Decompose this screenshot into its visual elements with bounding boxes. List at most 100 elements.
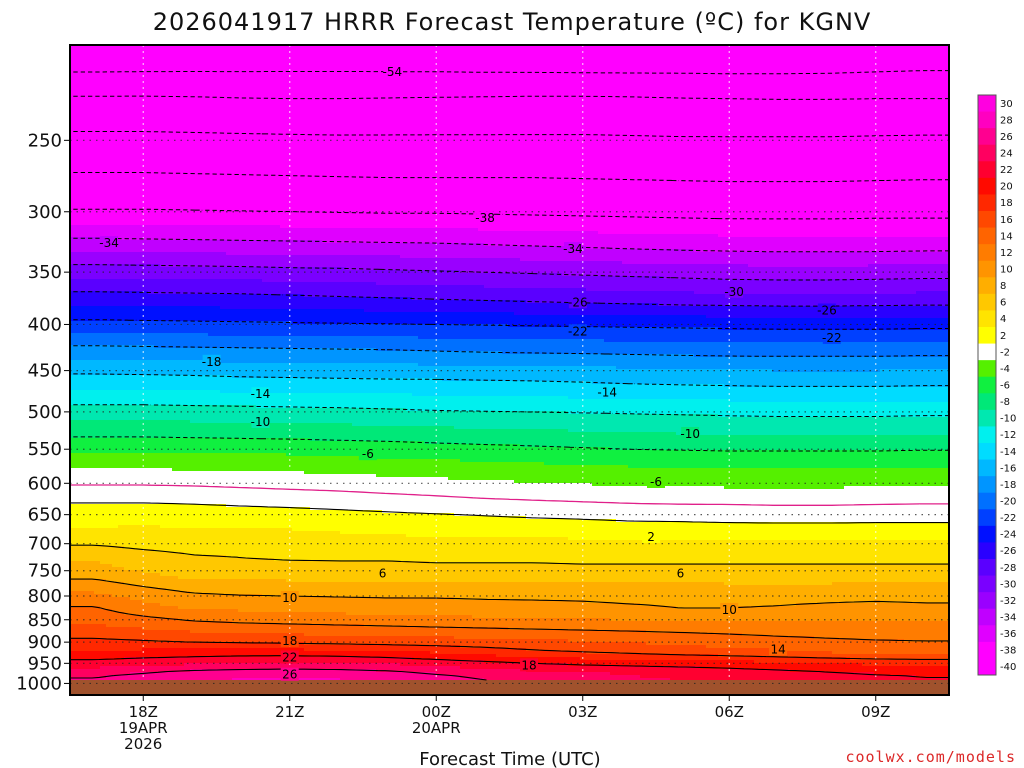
field-cell: [100, 414, 107, 418]
field-cell: [118, 537, 125, 541]
field-cell: [130, 438, 137, 442]
field-cell: [76, 597, 83, 601]
field-cell: [76, 450, 83, 454]
field-cell: [82, 672, 89, 676]
field-cell: [130, 606, 137, 610]
field-cell: [82, 675, 89, 679]
field-cell: [136, 228, 143, 232]
field-cell: [82, 294, 89, 298]
field-cell: [82, 162, 89, 166]
field-cell: [94, 273, 101, 277]
field-cell: [88, 465, 95, 469]
field-cell: [70, 180, 77, 184]
field-cell: [70, 174, 77, 178]
field-cell: [136, 198, 143, 202]
field-cell: [82, 450, 89, 454]
field-cell: [88, 531, 95, 535]
field-cell: [130, 633, 137, 637]
field-cell: [88, 159, 95, 163]
field-cell: [130, 459, 137, 463]
field-cell: [100, 576, 107, 580]
field-cell: [76, 519, 83, 523]
field-cell: [112, 564, 119, 568]
field-cell: [118, 294, 125, 298]
field-cell: [118, 495, 125, 499]
field-cell: [88, 627, 95, 631]
field-cell: [76, 315, 83, 319]
field-cell: [82, 492, 89, 496]
field-cell: [82, 198, 89, 202]
field-cell: [76, 615, 83, 619]
field-cell: [106, 480, 113, 484]
field-cell: [106, 276, 113, 280]
field-cell: [100, 60, 107, 64]
field-cell: [88, 423, 95, 427]
field-cell: [118, 312, 125, 316]
field-cell: [94, 294, 101, 298]
field-cell: [88, 342, 95, 346]
field-cell: [106, 273, 113, 277]
field-cell: [100, 78, 107, 82]
field-cell: [118, 135, 125, 139]
field-cell: [130, 663, 137, 667]
field-cell: [106, 459, 113, 463]
field-cell: [76, 591, 83, 595]
field-cell: [130, 312, 137, 316]
field-cell: [112, 339, 119, 343]
field-cell: [94, 582, 101, 586]
field-cell: [100, 615, 107, 619]
field-cell: [82, 261, 89, 265]
field-cell: [112, 654, 119, 658]
field-cell: [124, 66, 131, 70]
field-cell: [100, 57, 107, 61]
field-cell: [88, 420, 95, 424]
field-cell: [100, 81, 107, 85]
field-cell: [136, 111, 143, 115]
field-cell: [130, 54, 137, 58]
field-cell: [118, 252, 125, 256]
field-cell: [88, 417, 95, 421]
field-cell: [124, 297, 131, 301]
field-cell: [76, 417, 83, 421]
field-cell: [106, 306, 113, 310]
field-cell: [76, 264, 83, 268]
field-cell: [88, 309, 95, 313]
field-cell: [100, 261, 107, 265]
field-cell: [136, 165, 143, 169]
field-cell: [130, 165, 137, 169]
field-cell: [130, 93, 137, 97]
field-cell: [94, 120, 101, 124]
field-cell: [88, 213, 95, 217]
field-cell: [70, 609, 77, 613]
field-cell: [124, 189, 131, 193]
field-cell: [88, 474, 95, 478]
field-cell: [82, 495, 89, 499]
field-cell: [82, 228, 89, 232]
field-cell: [136, 51, 143, 55]
field-cell: [112, 663, 119, 667]
field-cell: [136, 81, 143, 85]
field-cell: [100, 366, 107, 370]
field-cell: [124, 459, 131, 463]
field-cell: [118, 192, 125, 196]
field-cell: [118, 213, 125, 217]
field-cell: [88, 507, 95, 511]
field-cell: [130, 57, 137, 61]
field-cell: [76, 363, 83, 367]
field-cell: [82, 126, 89, 130]
field-cell: [112, 507, 119, 511]
field-cell: [136, 294, 143, 298]
field-cell: [112, 558, 119, 562]
field-cell: [124, 663, 131, 667]
field-cell: [106, 558, 113, 562]
field-cell: [124, 51, 131, 55]
field-cell: [94, 141, 101, 145]
field-cell: [130, 246, 137, 250]
field-cell: [88, 375, 95, 379]
field-cell: [88, 273, 95, 277]
field-cell: [100, 90, 107, 94]
field-cell: [100, 570, 107, 574]
field-cell: [112, 282, 119, 286]
field-cell: [88, 63, 95, 67]
field-cell: [124, 519, 131, 523]
